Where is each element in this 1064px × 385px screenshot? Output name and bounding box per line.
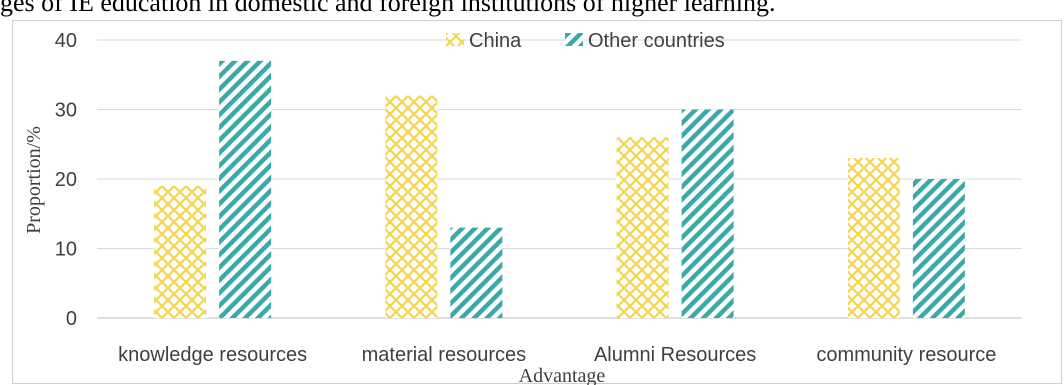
bar-china — [154, 185, 207, 318]
bar-other-countries — [219, 60, 272, 318]
legend-swatch — [565, 33, 583, 46]
x-axis-label: Advantage — [519, 365, 606, 385]
x-tick-label: community resource — [816, 344, 996, 366]
legend: China Other countries — [446, 30, 725, 52]
y-tick-label: 10 — [55, 239, 77, 261]
bar-china — [847, 158, 900, 318]
chart-caption: ges of IE education in domestic and fore… — [0, 0, 776, 17]
bar-china — [385, 95, 438, 318]
x-tick-label: material resources — [362, 344, 527, 366]
y-tick-label: 0 — [66, 308, 77, 330]
y-tick-label: 30 — [55, 100, 77, 122]
y-tick-label: 20 — [55, 169, 77, 191]
bar-other-countries — [912, 179, 965, 318]
tick-labels: 0 10 20 30 40 knowledge resources material res… — [55, 30, 997, 366]
y-tick-label: 40 — [55, 30, 77, 52]
legend-swatch — [446, 33, 464, 46]
bar-china — [616, 137, 669, 318]
x-tick-label: Alumni Resources — [594, 344, 756, 366]
bar-other-countries — [681, 109, 734, 318]
y-axis-label: Proportion/% — [23, 126, 45, 234]
bar-other-countries — [450, 227, 503, 318]
legend-label: China — [469, 30, 522, 52]
bars — [154, 60, 965, 318]
x-tick-label: knowledge resources — [118, 344, 307, 366]
legend-label: Other countries — [588, 30, 725, 52]
